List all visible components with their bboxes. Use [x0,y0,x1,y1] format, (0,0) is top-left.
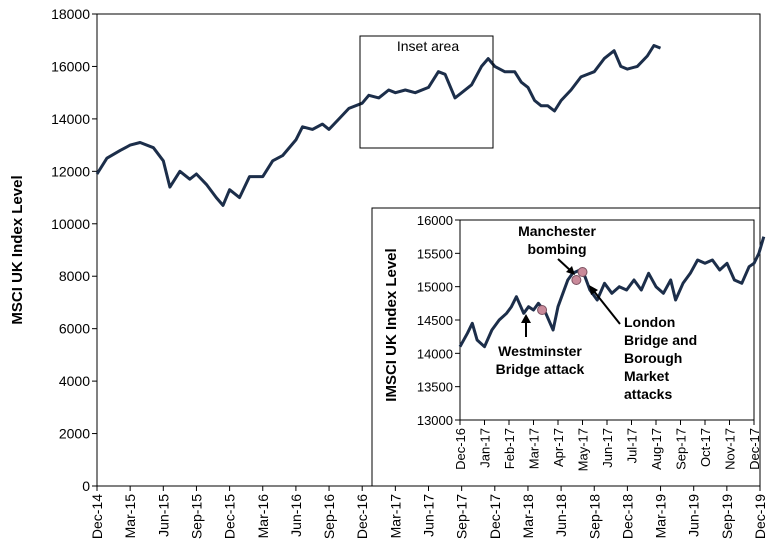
x-tick-label: Mar-18 [520,494,536,539]
x-tick-label: Dec-17 [487,494,503,539]
inset-x-axis: Dec-16 Jan-17 Feb-17 Mar-17 Apr-17 May-17 Jun-… [453,420,762,471]
x-tick-label: Aug-17 [649,428,664,470]
x-tick-label: Jun-17 [600,428,615,468]
annotation-london-line5: attacks [624,386,672,402]
x-tick-label: Dec-18 [619,494,635,539]
inset-series-line [458,236,766,349]
x-tick-label: Sep-18 [586,494,602,539]
x-tick-label: Mar-19 [653,494,669,539]
y-tick-label: 0 [82,478,90,494]
inset-area-box [359,35,494,149]
x-tick-label: Jun-16 [288,494,304,537]
annotation-manchester-line2: bombing [527,241,586,257]
x-tick-label: Dec-15 [222,494,238,539]
y-tick-label: 14000 [417,346,453,361]
annotation-london-line1: London [624,314,675,330]
y-tick-label: 8000 [59,268,90,284]
x-tick-label: Jan-17 [478,428,493,468]
x-tick-label: Dec-16 [354,494,370,539]
y-tick-label: 13000 [417,413,453,428]
x-tick-label: Apr-17 [551,428,566,467]
annotation-london-line3: Borough [624,350,682,366]
event-point [577,267,588,277]
annotation-london-line4: Market [624,368,669,384]
x-tick-label: Dec-19 [752,494,768,539]
x-tick-label: Jun-15 [155,494,171,537]
x-tick-label: Mar-16 [255,494,271,539]
event-markers [537,267,588,315]
x-tick-label: Jul-17 [625,428,640,463]
y-tick-label: 10000 [51,216,90,232]
event-point [537,305,548,315]
annotation-london-line2: Bridge and [624,332,697,348]
x-tick-label: Sep-15 [188,494,204,539]
x-tick-label: Jun-17 [421,494,437,537]
x-tick-label: Mar-17 [387,494,403,539]
y-tick-label: 16000 [51,58,90,74]
y-tick-label: 14500 [417,313,453,328]
main-y-axis: 0 2000 4000 6000 8000 10000 12000 14000 16000 180… [51,6,97,494]
x-tick-label: Dec-16 [453,428,468,470]
annotation-westminster-line1: Westminster [498,343,582,359]
y-tick-label: 16000 [417,213,453,228]
y-tick-label: 12000 [51,163,90,179]
x-tick-label: May-17 [576,428,591,471]
main-y-axis-label: MSCI UK Index Level [9,175,26,324]
annotation-london-bridge: London Bridge and Borough Market attacks [589,285,697,402]
y-tick-label: 4000 [59,373,90,389]
main-x-axis: Dec-14 Mar-15 Jun-15 Sep-15 Dec-15 Mar-16 Jun-… [89,486,768,539]
x-tick-label: Nov-17 [723,428,738,470]
x-tick-label: Sep-17 [674,428,689,470]
y-tick-label: 14000 [51,111,90,127]
x-tick-label: Oct-17 [698,428,713,467]
y-tick-label: 13500 [417,380,453,395]
x-tick-label: Mar-15 [122,494,138,539]
event-point [571,275,582,285]
x-tick-label: Sep-17 [454,494,470,539]
x-tick-label: Sep-19 [719,494,735,539]
annotation-manchester: Manchester bombing [518,223,596,275]
x-tick-label: Dec-14 [89,494,105,539]
y-tick-label: 15500 [417,246,453,261]
y-tick-label: 6000 [59,321,90,337]
inset-y-axis: 13000 13500 14000 14500 15000 15500 16000 [417,213,460,428]
x-tick-label: Mar-17 [527,428,542,469]
annotation-westminster: Westminster Bridge attack [496,314,585,377]
y-tick-label: 15000 [417,280,453,295]
y-tick-label: 2000 [59,426,90,442]
x-tick-label: Jun-19 [686,494,702,537]
inset-plot-area [459,219,755,421]
main-series-line [95,44,662,207]
y-tick-label: 18000 [51,6,90,22]
x-tick-label: Jun-18 [553,494,569,537]
x-tick-label: Dec-17 [747,428,762,470]
x-tick-label: Sep-16 [321,494,337,539]
annotation-westminster-line2: Bridge attack [496,361,585,377]
annotation-manchester-line1: Manchester [518,223,596,239]
inset-area-label: Inset area [397,38,459,54]
inset-chart: 13000 13500 14000 14500 15000 15500 16000 Dec-… [371,207,766,487]
inset-y-axis-label: IMSCI UK Index Level [383,248,400,401]
x-tick-label: Feb-17 [502,428,517,469]
